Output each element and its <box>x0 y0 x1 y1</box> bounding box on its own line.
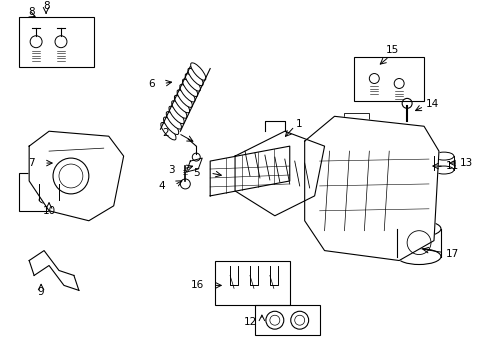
Text: 3: 3 <box>167 165 174 175</box>
Bar <box>19 173 83 211</box>
Bar <box>254 305 319 335</box>
Ellipse shape <box>180 85 195 102</box>
Text: 10: 10 <box>42 206 56 216</box>
Ellipse shape <box>166 112 181 129</box>
Text: 8: 8 <box>42 1 49 11</box>
Polygon shape <box>210 146 289 196</box>
Polygon shape <box>29 131 123 221</box>
Ellipse shape <box>396 249 440 265</box>
Bar <box>44 156 99 196</box>
Text: 1: 1 <box>295 119 302 129</box>
Text: 13: 13 <box>459 158 472 168</box>
Polygon shape <box>304 116 438 261</box>
Text: 5: 5 <box>193 168 200 178</box>
Text: 12: 12 <box>243 317 256 327</box>
Text: 6: 6 <box>147 80 154 90</box>
Polygon shape <box>186 158 202 172</box>
Ellipse shape <box>187 68 203 86</box>
Ellipse shape <box>171 101 186 118</box>
Text: 16: 16 <box>191 280 204 291</box>
Ellipse shape <box>182 79 197 96</box>
Text: 7: 7 <box>28 158 35 168</box>
Bar <box>354 57 423 102</box>
Text: 14: 14 <box>425 99 438 109</box>
Ellipse shape <box>163 117 179 135</box>
Ellipse shape <box>433 152 453 160</box>
Text: 17: 17 <box>445 248 458 258</box>
Ellipse shape <box>39 180 59 188</box>
Text: 15: 15 <box>385 45 398 55</box>
Text: 8: 8 <box>28 7 34 17</box>
Ellipse shape <box>39 196 59 204</box>
Bar <box>344 113 368 131</box>
Text: 11: 11 <box>445 161 458 171</box>
Ellipse shape <box>168 106 184 124</box>
Bar <box>19 17 94 67</box>
Ellipse shape <box>174 95 189 113</box>
Text: 2: 2 <box>162 128 168 138</box>
Bar <box>215 261 289 305</box>
Ellipse shape <box>185 74 200 91</box>
Ellipse shape <box>433 166 453 174</box>
Text: 4: 4 <box>159 181 165 191</box>
Ellipse shape <box>396 221 440 237</box>
Ellipse shape <box>177 90 192 107</box>
Ellipse shape <box>190 63 205 80</box>
Ellipse shape <box>161 122 176 140</box>
Text: 9: 9 <box>38 287 44 297</box>
Polygon shape <box>235 131 324 216</box>
